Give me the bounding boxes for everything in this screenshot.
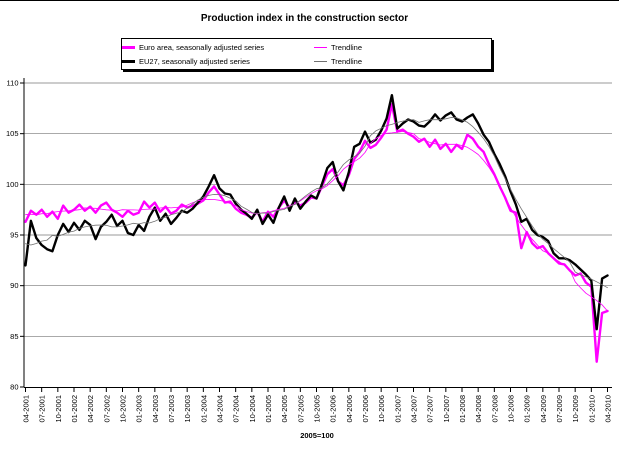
x-tick-label: 01-2005 <box>264 395 273 423</box>
legend-label: Trendline <box>331 42 362 52</box>
x-tick-label: 04-2002 <box>86 395 95 423</box>
y-tick-label: 110 <box>7 79 19 88</box>
x-tick-label: 01-2009 <box>523 395 532 423</box>
series-line-euro-area-seasonally-adjusted-series <box>24 103 609 363</box>
y-tick-label: 105 <box>6 129 19 138</box>
series-line-trendline-euro-area <box>25 131 608 312</box>
x-tick-label: 07-2004 <box>232 395 241 423</box>
euro-area-line-swatch <box>122 45 135 49</box>
x-tick-label: 10-2009 <box>571 395 580 423</box>
x-tick-label: 04-2004 <box>216 395 225 423</box>
y-tick-label: 80 <box>10 383 18 392</box>
x-tick-label: 04-2010 <box>604 395 613 423</box>
index-base-note: 2005=100 <box>300 431 334 440</box>
y-tick-label: 100 <box>6 180 19 189</box>
x-tick-label: 04-2001 <box>22 395 31 423</box>
legend-box: Euro area, seasonally adjusted series Tr… <box>121 38 492 70</box>
x-tick-label: 04-2009 <box>539 395 548 423</box>
x-tick-label: 07-2007 <box>426 395 435 423</box>
x-tick-label: 10-2006 <box>377 395 386 423</box>
x-tick-label: 07-2008 <box>490 395 499 423</box>
legend-label: EU27, seasonally adjusted series <box>139 56 250 66</box>
x-tick-label: 01-2004 <box>199 395 208 423</box>
x-tick-label: 07-2003 <box>167 395 176 423</box>
x-tick-label: 10-2005 <box>313 395 322 423</box>
x-tick-label: 01-2010 <box>587 395 596 423</box>
series-line-eu27-seasonally-adjusted-series <box>24 93 609 331</box>
y-tick-label: 85 <box>10 332 18 341</box>
x-tick-label: 04-2005 <box>280 395 289 423</box>
x-tick-label: 07-2002 <box>102 395 111 423</box>
x-tick-label: 10-2008 <box>507 395 516 423</box>
y-tick-label: 95 <box>10 231 18 240</box>
x-tick-label: 04-2008 <box>474 395 483 423</box>
legend-label: Euro area, seasonally adjusted series <box>139 42 265 52</box>
legend-item-eu27: EU27, seasonally adjusted series <box>122 56 314 67</box>
x-tick-label: 10-2004 <box>248 395 257 423</box>
legend-item-euro-area: Euro area, seasonally adjusted series <box>122 42 314 53</box>
x-tick-label: 10-2003 <box>183 395 192 423</box>
legend-item-trendline-eu27: Trendline <box>314 56 491 67</box>
x-tick-label: 04-2006 <box>345 395 354 423</box>
x-tick-label: 01-2002 <box>70 395 79 423</box>
legend-item-trendline-euro: Trendline <box>314 42 491 53</box>
y-tick-label: 90 <box>10 281 18 290</box>
x-tick-label: 07-2006 <box>361 395 370 423</box>
trendline-eu27-swatch <box>314 60 327 62</box>
x-tick-label: 10-2001 <box>54 395 63 423</box>
x-tick-label: 07-2009 <box>555 395 564 423</box>
x-tick-label: 01-2006 <box>329 395 338 423</box>
x-tick-label: 04-2007 <box>410 395 419 423</box>
series-line-trendline-eu27 <box>25 117 608 289</box>
eu27-line-swatch <box>122 59 135 63</box>
x-tick-label: 07-2001 <box>38 395 47 423</box>
x-tick-label: 01-2007 <box>393 395 402 423</box>
x-tick-label: 01-2008 <box>458 395 467 423</box>
x-tick-label: 04-2003 <box>151 395 160 423</box>
x-tick-label: 01-2003 <box>135 395 144 423</box>
x-tick-label: 10-2007 <box>442 395 451 423</box>
chart-title: Production index in the construction sec… <box>200 13 409 24</box>
x-tick-label: 07-2005 <box>296 395 305 423</box>
trendline-euro-swatch <box>314 46 327 48</box>
legend-label: Trendline <box>331 56 362 66</box>
x-tick-label: 10-2002 <box>119 395 128 423</box>
